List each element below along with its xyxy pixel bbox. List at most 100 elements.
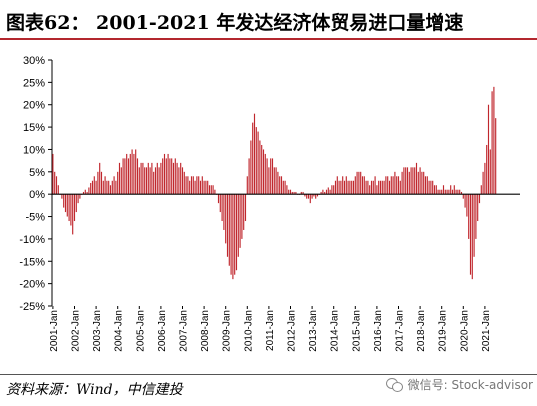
y-tick-label: 5% xyxy=(29,167,45,179)
bar xyxy=(118,162,121,195)
bar xyxy=(462,194,464,199)
bar xyxy=(406,167,409,195)
bar xyxy=(360,171,362,195)
bar xyxy=(162,158,164,195)
bar xyxy=(437,189,439,195)
bar xyxy=(376,185,378,195)
bar xyxy=(358,171,360,195)
bar xyxy=(93,176,95,195)
bar xyxy=(408,171,410,195)
bar xyxy=(187,176,189,195)
bar xyxy=(426,176,428,195)
bar xyxy=(223,194,225,230)
bar xyxy=(230,194,232,275)
x-tick-label: 2020-Jan xyxy=(459,310,470,352)
bar xyxy=(421,171,423,195)
bar xyxy=(331,185,333,195)
bar xyxy=(343,180,346,195)
y-tick-label: -25% xyxy=(19,301,45,313)
bar xyxy=(286,185,288,195)
bar xyxy=(361,176,364,195)
bar xyxy=(279,176,281,195)
chart-title: 图表62： 2001-2021 年发达经济体贸易进口量增速 xyxy=(6,12,464,34)
bar xyxy=(482,171,484,195)
y-tick-label: 30% xyxy=(23,55,45,67)
bar xyxy=(243,194,245,230)
bar xyxy=(82,191,85,195)
bar xyxy=(295,191,297,195)
bar xyxy=(84,189,86,195)
bar xyxy=(477,194,479,222)
bar xyxy=(271,158,274,195)
bar xyxy=(284,180,286,195)
bar xyxy=(412,167,414,195)
bar xyxy=(192,176,194,195)
x-tick-label: 2001-Jan xyxy=(49,310,60,352)
bar xyxy=(167,153,169,195)
bar xyxy=(178,167,180,195)
y-tick-label: 10% xyxy=(23,144,45,156)
bar xyxy=(356,171,358,195)
bar xyxy=(163,153,166,195)
bar xyxy=(435,185,437,195)
bar xyxy=(90,183,92,195)
y-tick-label: 20% xyxy=(23,100,45,112)
bar xyxy=(484,162,486,195)
bar xyxy=(307,194,310,199)
bar xyxy=(165,158,167,195)
bar xyxy=(372,180,374,195)
bar xyxy=(140,162,142,195)
bar xyxy=(133,153,135,195)
bar xyxy=(273,167,275,195)
bar xyxy=(73,194,76,222)
bar xyxy=(464,194,466,208)
x-tick-label: 2011-Jan xyxy=(265,310,276,351)
bar xyxy=(320,191,322,195)
bar xyxy=(149,167,151,195)
bar xyxy=(304,194,306,197)
bar xyxy=(131,149,133,195)
bar xyxy=(469,194,472,275)
bar xyxy=(419,167,421,195)
bar xyxy=(473,194,475,257)
bar xyxy=(138,167,140,195)
x-tick-label: 2015-Jan xyxy=(351,310,362,352)
x-tick-label: 2019-Jan xyxy=(438,310,449,352)
bar xyxy=(367,180,369,195)
bar xyxy=(189,180,191,195)
bar xyxy=(57,185,59,195)
y-tick-label: 0% xyxy=(29,189,45,201)
bar xyxy=(388,180,391,195)
bar xyxy=(219,194,221,213)
bar xyxy=(370,180,373,195)
bar xyxy=(244,194,247,222)
bar xyxy=(374,176,376,195)
bar xyxy=(55,176,58,195)
bar xyxy=(196,176,198,195)
bar xyxy=(396,176,398,195)
y-tick-label: 25% xyxy=(23,77,45,89)
bar xyxy=(126,153,128,195)
bar xyxy=(237,194,239,257)
bar xyxy=(487,104,490,195)
bar xyxy=(257,131,259,195)
bar xyxy=(313,194,315,197)
bar xyxy=(250,140,252,195)
watermark-text: 微信号: Stock-advisor xyxy=(407,378,533,392)
bar xyxy=(417,171,419,195)
bar xyxy=(432,180,434,195)
bar xyxy=(345,176,347,195)
x-tick-label: 2008-Jan xyxy=(200,310,211,352)
bar xyxy=(451,189,454,195)
bar xyxy=(54,171,56,195)
bar xyxy=(99,162,101,195)
bar xyxy=(468,194,470,239)
bar xyxy=(444,189,446,195)
bar xyxy=(115,180,117,195)
y-tick-label: -15% xyxy=(19,256,45,268)
bar xyxy=(261,144,263,195)
bar xyxy=(77,194,79,204)
bar xyxy=(480,185,482,195)
bar xyxy=(390,176,392,195)
bar xyxy=(68,194,70,222)
